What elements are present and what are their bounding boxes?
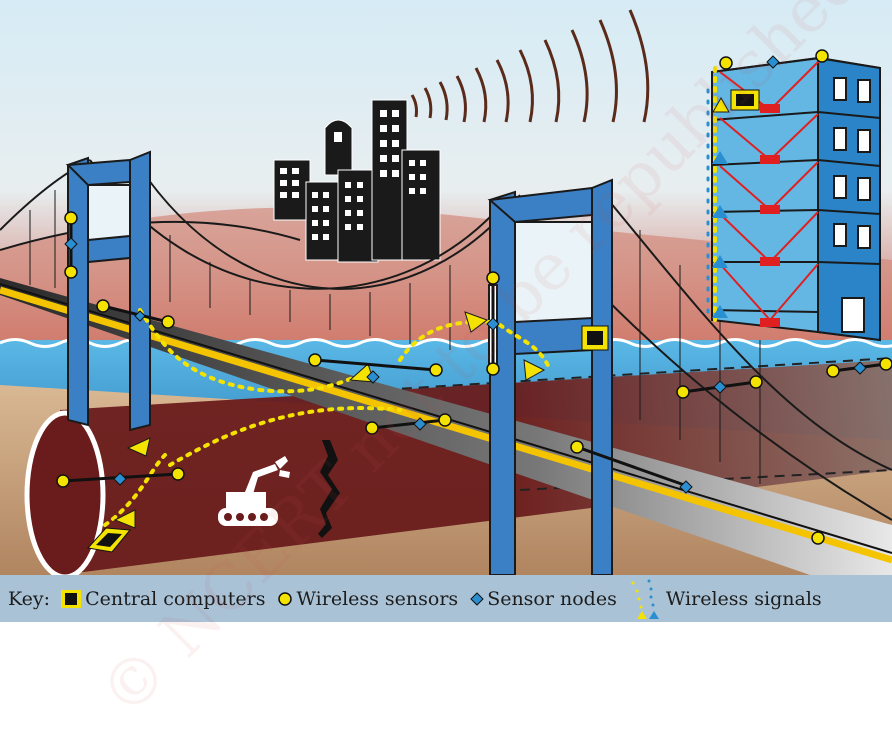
scene-illustration [0,0,892,575]
sensor-node-icon [413,417,427,431]
key-label: Key: [8,587,51,610]
tunnel-opening [24,410,106,575]
wireless-signal-arrows [113,96,730,529]
wireless-sensor-icon [719,56,733,70]
wireless-sensor-icon [429,363,443,377]
key-item-wireless-signals: Wireless signals [629,577,822,621]
sensor-node-icon [766,55,780,69]
sensor-node-icon [679,480,693,494]
sensor-node-icon [134,310,146,322]
wireless-sensor-icon [879,357,892,371]
wireless-sensors [56,49,892,545]
wireless-sensor-icon [365,421,379,435]
inspection-robot-icon [218,456,290,526]
sensor-node-icon [366,370,380,384]
sensor-node-icon [486,317,500,331]
wireless-sensor-icon [64,265,78,279]
sensor-node-icon [64,237,78,251]
sensor-node-icon [713,380,727,394]
wireless-sensor-icon [171,467,185,481]
sensor-links [62,218,887,489]
wireless-sensor-icon [64,211,78,225]
wireless-sensor-icon [815,49,829,63]
wireless-sensor-icon [811,531,825,545]
key-legend: Key: Central computers Wireless sensors … [0,575,892,622]
sensor-node-icon [853,361,867,375]
wireless-signal-arcs-icon [410,9,650,123]
wireless-sensor-icon [486,271,500,285]
sensor-node-icon [470,591,484,606]
suspender-cables [29,190,761,484]
building-bracing-nodes [760,104,780,327]
central-computer-icon [730,89,760,111]
wireless-sensor-icon [676,385,690,399]
key-item-wireless-sensors: Wireless sensors [277,588,458,610]
wireless-sensor-icon [570,440,584,454]
building-signal-arrows [712,151,728,318]
crack-icon [318,440,340,538]
wireless-sensor-icon [826,364,840,378]
sensor-nodes [64,55,867,494]
central-computer-icon [87,527,131,553]
building-windows [833,77,871,333]
central-computer-icon [61,589,82,608]
wireless-sensor-icon [56,474,70,488]
wireless-sensor-icon [161,315,175,329]
key-item-label: Wireless signals [665,587,822,610]
wireless-sensor-icon [486,362,500,376]
wireless-sensor-icon [308,353,322,367]
key-item-label: Wireless sensors [296,587,459,610]
key-item-central-computers: Central computers [60,588,265,610]
key-item-sensor-nodes: Sensor nodes [470,588,617,610]
wireless-signal-icon [631,579,659,619]
wireless-sensor-icon [96,299,110,313]
wireless-sensor-icon [278,591,293,606]
left-bridge-tower [65,150,151,432]
key-item-label: Sensor nodes [487,587,617,610]
wireless-sensor-icon [749,375,763,389]
hills [0,207,892,345]
central-computer-icon [581,325,609,351]
key-item-label: Central computers [85,587,266,610]
sensor-node-icon [113,472,127,486]
city-windows [280,110,426,240]
wireless-sensor-icon [438,413,452,427]
